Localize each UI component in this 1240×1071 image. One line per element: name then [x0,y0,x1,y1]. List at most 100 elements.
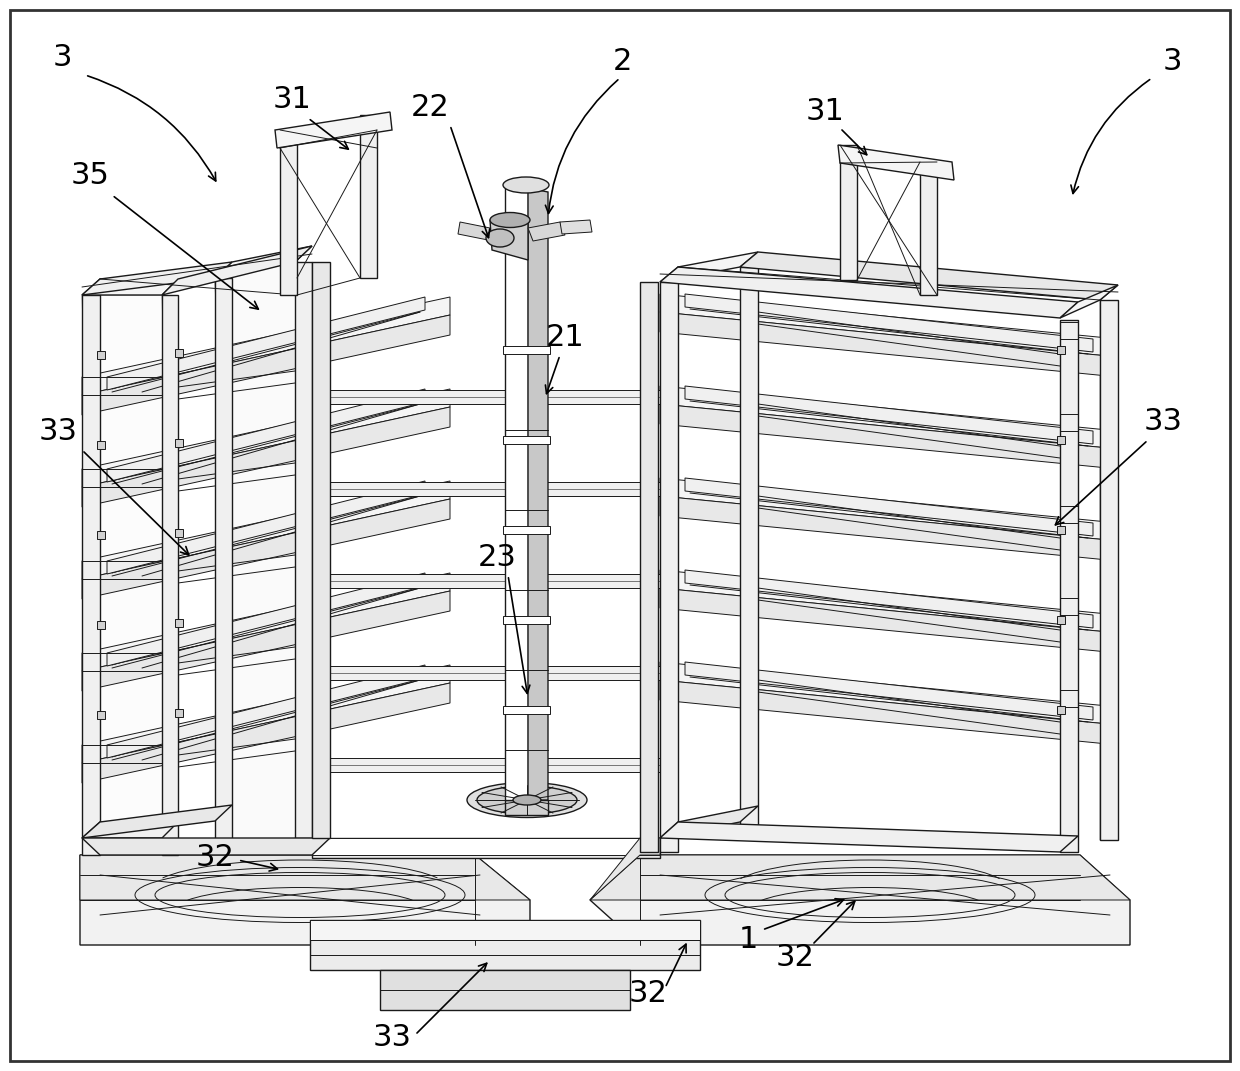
Polygon shape [740,252,1118,300]
Polygon shape [215,262,312,840]
Polygon shape [97,441,105,449]
Text: 31: 31 [273,86,311,115]
Polygon shape [82,295,100,855]
Polygon shape [107,573,425,666]
Polygon shape [107,481,425,574]
Polygon shape [280,130,298,295]
Text: 2: 2 [613,47,631,76]
Polygon shape [82,838,330,855]
Polygon shape [503,526,551,534]
Polygon shape [82,573,450,672]
Polygon shape [528,222,565,241]
Polygon shape [660,295,1118,357]
Polygon shape [660,282,678,853]
Polygon shape [560,220,591,233]
Text: 32: 32 [196,843,234,872]
Polygon shape [162,295,179,855]
Polygon shape [1056,706,1065,714]
Polygon shape [175,619,184,627]
Polygon shape [503,706,551,714]
Polygon shape [175,349,184,357]
Polygon shape [684,478,1092,536]
Polygon shape [175,709,184,716]
Polygon shape [839,145,857,280]
Text: 3: 3 [52,44,72,73]
Polygon shape [1056,526,1065,534]
Polygon shape [82,297,450,395]
Polygon shape [660,386,1118,449]
Polygon shape [590,855,1130,900]
Text: 31: 31 [806,97,844,126]
Polygon shape [97,351,105,359]
Polygon shape [503,616,551,624]
Polygon shape [275,112,392,148]
Polygon shape [684,295,1092,352]
Polygon shape [215,278,232,840]
Polygon shape [1100,300,1118,840]
Text: 33: 33 [372,1024,412,1053]
Ellipse shape [486,229,515,247]
Polygon shape [660,496,1118,561]
Polygon shape [81,855,529,900]
Text: 23: 23 [477,543,516,573]
Polygon shape [82,407,450,507]
Polygon shape [503,346,551,355]
Polygon shape [660,588,1118,653]
Polygon shape [379,970,630,1010]
Polygon shape [97,621,105,629]
Polygon shape [82,389,450,487]
Polygon shape [82,665,450,763]
Polygon shape [660,312,1118,377]
Polygon shape [107,297,425,390]
Polygon shape [312,838,660,858]
Polygon shape [660,478,1118,541]
Text: 1: 1 [738,925,758,954]
Polygon shape [505,800,548,815]
Polygon shape [175,529,184,537]
Polygon shape [312,838,660,855]
Polygon shape [82,262,232,295]
Polygon shape [1060,320,1078,853]
Ellipse shape [467,783,587,817]
Polygon shape [490,220,528,260]
Polygon shape [312,262,330,838]
Text: 21: 21 [546,323,584,352]
Polygon shape [684,662,1092,720]
Ellipse shape [477,786,577,814]
Polygon shape [740,267,758,838]
Polygon shape [82,683,450,783]
Polygon shape [503,436,551,444]
Polygon shape [82,315,450,414]
Polygon shape [82,295,179,838]
Text: 33: 33 [1143,407,1183,437]
Polygon shape [312,482,660,496]
Polygon shape [310,920,701,970]
Polygon shape [660,404,1118,469]
Polygon shape [82,805,232,838]
Polygon shape [107,665,425,758]
Polygon shape [1056,616,1065,624]
Polygon shape [175,439,184,447]
Polygon shape [82,499,450,599]
Polygon shape [660,570,1118,633]
Polygon shape [312,390,660,404]
Polygon shape [97,711,105,719]
Polygon shape [660,680,1118,745]
Polygon shape [162,246,312,295]
Polygon shape [215,246,312,278]
Polygon shape [684,570,1092,628]
Polygon shape [660,267,1078,318]
Text: 32: 32 [629,979,667,1008]
Polygon shape [81,855,529,945]
Polygon shape [838,145,954,180]
Polygon shape [1060,320,1078,853]
Polygon shape [920,162,937,295]
Polygon shape [82,591,450,691]
Polygon shape [660,823,1078,853]
Polygon shape [107,389,425,482]
Polygon shape [1056,346,1065,355]
Polygon shape [360,115,377,278]
Polygon shape [660,662,1118,725]
Polygon shape [660,252,758,282]
Polygon shape [1100,300,1118,840]
